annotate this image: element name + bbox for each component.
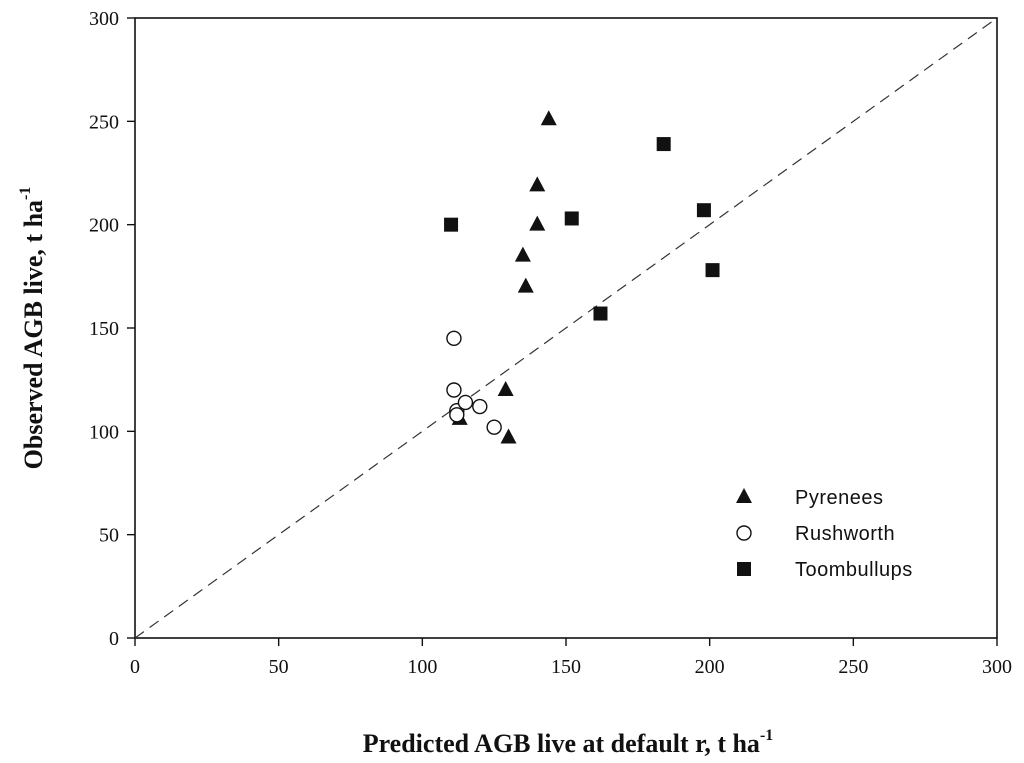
- rushworth-point: [446, 382, 462, 398]
- x-axis-title-superscript: -1: [760, 727, 773, 744]
- toombullups-point: [564, 211, 579, 226]
- x-tick-label: 100: [407, 656, 437, 678]
- rushworth-point: [446, 330, 462, 347]
- x-tick-label: 50: [269, 656, 289, 678]
- rushworth-point: [486, 419, 502, 435]
- y-tick-label: 0: [109, 628, 119, 650]
- y-axis-title-superscript: -1: [17, 187, 34, 200]
- pyrenees-point: [497, 381, 514, 396]
- y-axis-title: Observed AGB live, t ha-1: [17, 187, 48, 470]
- x-tick-label: 0: [130, 656, 140, 678]
- plot-area: [134, 17, 998, 639]
- data-points: [444, 110, 720, 444]
- pyrenees-point: [529, 215, 546, 231]
- x-tick-label: 250: [838, 656, 868, 678]
- rushworth-point: [457, 394, 474, 411]
- y-tick-label: 200: [89, 215, 119, 237]
- rushworth-point: [472, 398, 488, 415]
- pyrenees-point: [500, 428, 517, 444]
- pyrenees-point: [517, 277, 534, 293]
- x-tick-label: 300: [982, 656, 1012, 678]
- x-tick-label: 150: [551, 656, 581, 678]
- x-axis: 0 50 100 150 200 250 300: [130, 638, 1012, 678]
- legend-label-toombullups: Toombullups: [795, 559, 913, 581]
- toombullups-point: [696, 203, 711, 218]
- pyrenees-point: [514, 246, 531, 262]
- x-axis-title: Predicted AGB live at default r, t ha-1: [363, 727, 774, 758]
- y-tick-label: 150: [89, 318, 119, 340]
- y-axis-title-text: Observed AGB live, t ha: [19, 200, 48, 469]
- legend-marker-pyrenees: [736, 488, 752, 503]
- y-tick-label: 100: [89, 421, 119, 443]
- toombullups-point: [444, 217, 459, 232]
- pyrenees-point: [540, 110, 557, 126]
- legend-label-rushworth: Rushworth: [795, 523, 895, 545]
- x-axis-title-text: Predicted AGB live at default r, t ha: [363, 729, 760, 758]
- y-tick-label: 50: [99, 525, 119, 547]
- x-tick-label: 200: [695, 656, 725, 678]
- y-tick-label: 250: [89, 111, 119, 133]
- toombullups-point: [593, 306, 608, 321]
- rushworth-point: [449, 407, 465, 423]
- legend-label-pyrenees: Pyrenees: [795, 487, 884, 509]
- y-tick-label: 300: [89, 8, 119, 30]
- one-to-one-reference-line: [134, 17, 998, 639]
- pyrenees-point: [529, 176, 546, 192]
- legend-marker-toombullups: [737, 562, 751, 576]
- toombullups-point: [705, 263, 720, 278]
- legend: Pyrenees Rushworth Toombullups: [736, 487, 913, 581]
- legend-marker-rushworth: [736, 525, 752, 541]
- y-axis: 0 50 100 150 200 250 300: [89, 8, 135, 650]
- toombullups-point: [656, 137, 671, 152]
